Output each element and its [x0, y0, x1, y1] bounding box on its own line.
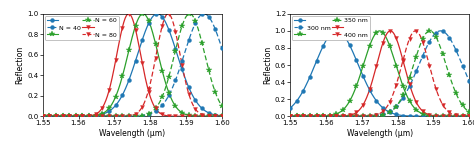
X-axis label: Wavelength (μm): Wavelength (μm) [99, 129, 165, 138]
Y-axis label: Reflection: Reflection [263, 46, 272, 84]
Legend: , 300 nm, , 350 nm, , 400 nm: , 300 nm, , 350 nm, , 400 nm [292, 16, 370, 40]
Y-axis label: Reflection: Reflection [16, 46, 25, 84]
Legend: , N = 40, , N = 60, , N = 80: , N = 40, , N = 60, , N = 80 [45, 16, 119, 40]
X-axis label: Wavelength (μm): Wavelength (μm) [346, 129, 413, 138]
